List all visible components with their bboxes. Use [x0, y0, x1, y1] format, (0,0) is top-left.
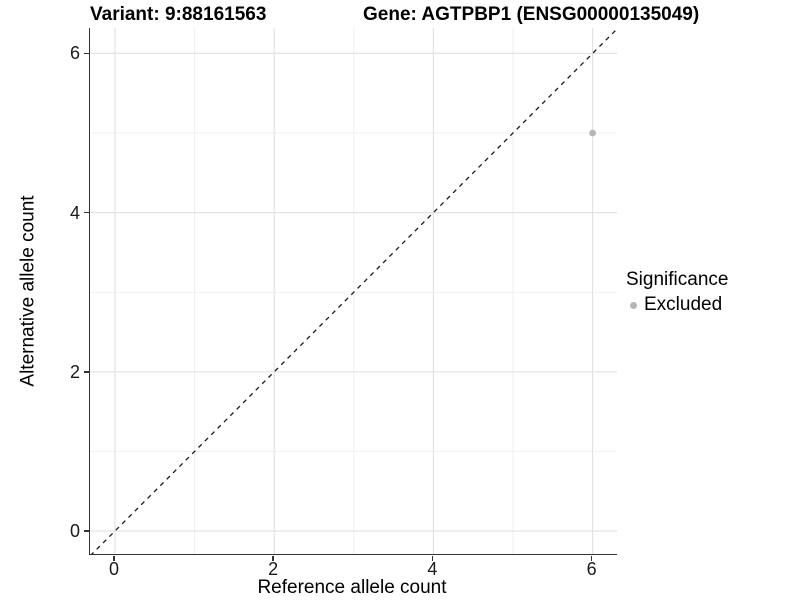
- x-tick-label: 2: [268, 559, 279, 579]
- x-axis-tick: [590, 556, 593, 561]
- y-axis-tick: [84, 371, 89, 373]
- y-axis-tick: [84, 530, 89, 532]
- plot-area-svg: [90, 28, 617, 554]
- y-axis-tick: [84, 211, 89, 214]
- x-axis-title: Reference allele count: [257, 577, 447, 598]
- legend-title: Significance: [626, 269, 729, 290]
- x-axis-tick: [431, 556, 434, 561]
- variant-title: Variant: 9:88161563: [90, 4, 267, 25]
- y-tick-label: 4: [69, 202, 80, 223]
- gene-title: Gene: AGTPBP1 (ENSG00000135049): [363, 4, 700, 25]
- x-tick-label: 4: [427, 559, 438, 579]
- plot-panel: [89, 28, 617, 555]
- y-tick-label: 0: [69, 521, 80, 541]
- x-axis-tick: [113, 556, 115, 561]
- y-tick-label: 6: [69, 43, 80, 64]
- x-tick-label: 6: [586, 559, 597, 579]
- legend: Significance Excluded: [626, 269, 729, 316]
- legend-item-label: Excluded: [644, 293, 723, 315]
- excluded-point-icon: [630, 301, 637, 309]
- y-axis-title: Alternative allele count: [17, 195, 39, 387]
- y-axis-tick: [84, 52, 89, 55]
- legend-item-excluded: Excluded: [626, 293, 728, 316]
- data-point: [589, 129, 596, 137]
- x-tick-label: 0: [108, 559, 120, 579]
- identity-dashed-line: [91, 28, 617, 554]
- x-axis-tick: [272, 556, 274, 561]
- y-tick-label: 2: [69, 361, 80, 382]
